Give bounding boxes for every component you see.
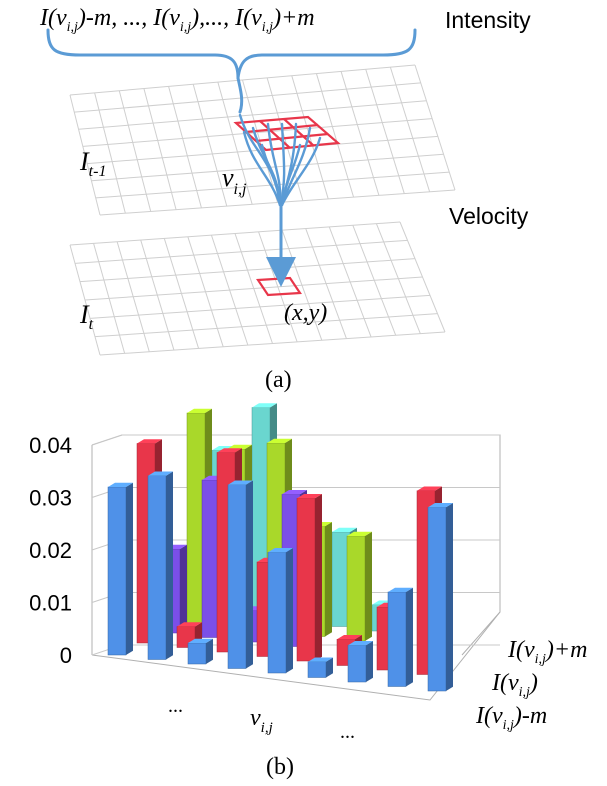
depth-bot-b: )-m: [512, 703, 547, 729]
vertex-base: v: [222, 163, 234, 192]
grid-line-v: [414, 64, 456, 191]
x-label-mid-sub: i,j: [261, 720, 273, 736]
grid-line-h: [99, 189, 456, 216]
grid-line-h: [84, 276, 423, 301]
y-tick-label: 0.01: [29, 591, 72, 616]
expr-sub-3: i,j: [262, 20, 273, 35]
depth-top-b: )+m: [544, 637, 588, 663]
grid-line-h: [74, 82, 421, 113]
depth-mid-a: I(v: [491, 670, 519, 696]
intensity-brace: [46, 28, 417, 114]
y-axis-ticks: 0 0.01 0.02 0.03 0.04: [29, 433, 72, 668]
depth-mid-sub: i,j: [519, 685, 530, 700]
grid-line-h: [82, 118, 433, 147]
bar: [387, 587, 413, 687]
expr-part-4: )+m: [271, 5, 315, 31]
depth-mid-b: ): [528, 670, 538, 696]
expr-part-2: )-m, ..., I(v: [76, 5, 180, 31]
bar: [187, 638, 213, 665]
depth-bot-a: I(v: [475, 703, 503, 729]
grid-line-v: [315, 73, 355, 198]
frame-current-label: It: [79, 300, 94, 333]
x-label-right: ...: [340, 721, 355, 743]
flow-arrows: [238, 113, 322, 207]
panel-a: I(vi,j)-m, ..., I(vi,j),..., I(vi,j)+m I…: [39, 5, 531, 393]
grid-line-v: [389, 66, 431, 192]
grid-line-h: [99, 331, 446, 356]
vertex-sub: i,j: [234, 181, 247, 198]
grid-line-v: [291, 75, 329, 200]
depth-label-mid: I(vi,j): [491, 670, 538, 700]
frame-current-sub: t: [89, 316, 94, 333]
target-label: (x,y): [284, 300, 327, 326]
expr-sub-1: i,j: [67, 20, 78, 35]
bar: [427, 503, 453, 692]
frame-current-base: I: [79, 300, 90, 329]
grid-line-v: [217, 82, 253, 205]
neighbourhood-highlight: [233, 115, 341, 152]
bar: [346, 531, 372, 642]
bar: [147, 471, 173, 660]
grid-line-h: [69, 221, 401, 246]
y-tick-label: 0.03: [29, 486, 72, 511]
grid-line: [91, 434, 500, 446]
grid-line-v: [192, 84, 228, 207]
bar: [296, 494, 322, 662]
velocity-label: Velocity: [449, 203, 529, 229]
y-tick-label: 0: [60, 643, 72, 668]
grid-line-h: [69, 64, 416, 96]
chart-bars: [107, 403, 453, 692]
grid-line-v: [94, 92, 126, 214]
grid-line-h: [94, 313, 438, 338]
expr-part-3: ),..., I(v: [189, 5, 262, 31]
grid-line-v: [340, 71, 380, 196]
depth-bot-sub: i,j: [503, 718, 514, 733]
bar: [227, 480, 253, 669]
bar: [347, 641, 373, 683]
y-tick-label: 0.04: [29, 433, 72, 458]
grid-plane-prev: [69, 64, 456, 216]
grid-line-v: [143, 88, 177, 210]
x-label-mid: vi,j: [250, 705, 273, 736]
frame-prev-sub: t-1: [89, 163, 107, 180]
floor-edge: [91, 611, 501, 701]
grid-line-h: [79, 258, 416, 283]
panel-b: 00.010.020.030.04 ... vi,j ... I(vi,j)+m…: [29, 403, 587, 780]
y-tick-label: 0.02: [29, 538, 72, 563]
grid-line-v: [69, 94, 101, 216]
depth-label-bot: I(vi,j)-m: [475, 703, 547, 733]
panel-a-caption: (a): [265, 367, 292, 393]
intensity-label: Intensity: [445, 7, 531, 33]
depth-label-top: I(vi,j)+m: [507, 637, 587, 667]
frame-prev-base: I: [79, 147, 90, 176]
grid-line-h: [74, 239, 408, 264]
expr-part-1: I(v: [39, 5, 67, 31]
bar: [107, 482, 133, 656]
grid-line-v: [168, 86, 202, 208]
grid-line-h: [78, 100, 427, 130]
bar: [307, 657, 333, 678]
frame-prev-label: It-1: [79, 147, 106, 180]
x-label-mid-base: v: [250, 705, 261, 731]
vertex-label: vi,j: [222, 163, 247, 198]
x-label-left: ...: [168, 695, 183, 717]
grid-line-h: [89, 294, 431, 319]
grid-line-h: [95, 171, 450, 199]
bar: [267, 548, 293, 674]
depth-top-sub: i,j: [535, 652, 546, 667]
grid-plane-current: [69, 221, 446, 356]
depth-top-a: I(v: [507, 637, 535, 663]
grid-line-v: [365, 69, 405, 194]
grid-line-v: [118, 90, 152, 212]
intensity-expression: I(vi,j)-m, ..., I(vi,j),..., I(vi,j)+m: [39, 5, 315, 35]
expr-sub-2: i,j: [180, 20, 191, 35]
panel-b-caption: (b): [266, 754, 294, 780]
